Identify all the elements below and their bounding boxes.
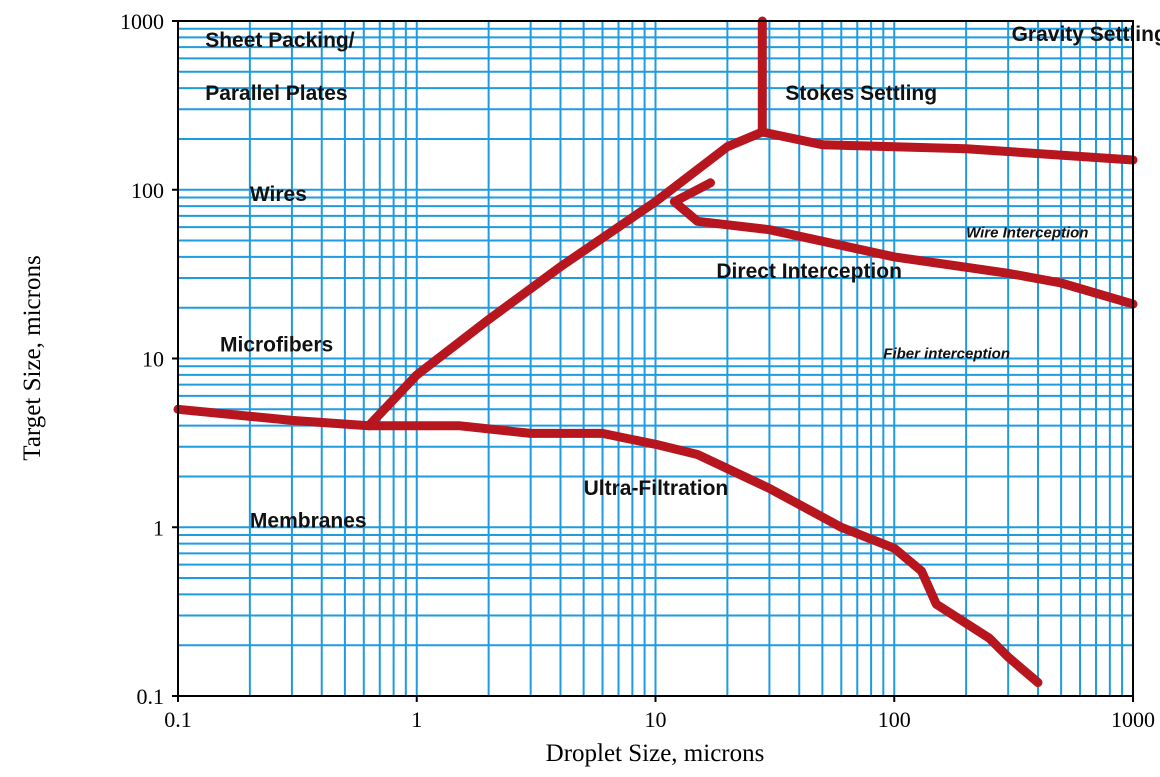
y-tick-label: 100 xyxy=(131,178,164,203)
region-labels: Sheet Packing/Parallel Plates Gravity Set… xyxy=(205,23,1160,532)
boundary-line-1 xyxy=(173,404,1043,688)
boundary-line-2 xyxy=(364,127,767,431)
region-label: Parallel Plates xyxy=(205,82,347,105)
x-tick-label: 0.1 xyxy=(164,707,192,732)
y-axis-ticks: 0.1 1 10 100 1000 xyxy=(120,9,178,709)
boundary-lines xyxy=(173,16,1138,688)
region-label: Sheet Packing/ xyxy=(205,29,355,52)
y-tick-label: 10 xyxy=(142,347,164,372)
region-label: Ultra-Filtration xyxy=(584,477,729,500)
region-label: Microfibers xyxy=(220,334,333,357)
region-label: Gravity Settling xyxy=(1012,23,1160,46)
region-label: Direct Interception xyxy=(716,260,902,283)
x-tick-label: 10 xyxy=(645,707,667,732)
region-label: Stokes Settling xyxy=(785,82,937,105)
y-tick-label: 1 xyxy=(153,515,164,540)
y-axis-title: Target Size, microns xyxy=(19,255,46,460)
y-tick-label: 1000 xyxy=(120,9,164,34)
y-tick-label: 0.1 xyxy=(137,684,165,709)
boundary-line-5 xyxy=(669,178,1138,309)
region-label: Membranes xyxy=(250,509,367,532)
grid-lines xyxy=(178,21,1133,696)
x-tick-label: 100 xyxy=(878,707,911,732)
x-tick-label: 1 xyxy=(411,707,422,732)
boundary-line-4 xyxy=(757,127,1138,165)
region-label: Fiber interception xyxy=(883,346,1010,363)
x-tick-label: 1000 xyxy=(1111,707,1155,732)
region-label: Wire Interception xyxy=(966,225,1088,242)
region-label: Wires xyxy=(250,183,307,206)
x-axis-title: Droplet Size, microns xyxy=(546,740,765,767)
x-axis-ticks: 0.1 1 10 100 1000 xyxy=(164,696,1155,732)
